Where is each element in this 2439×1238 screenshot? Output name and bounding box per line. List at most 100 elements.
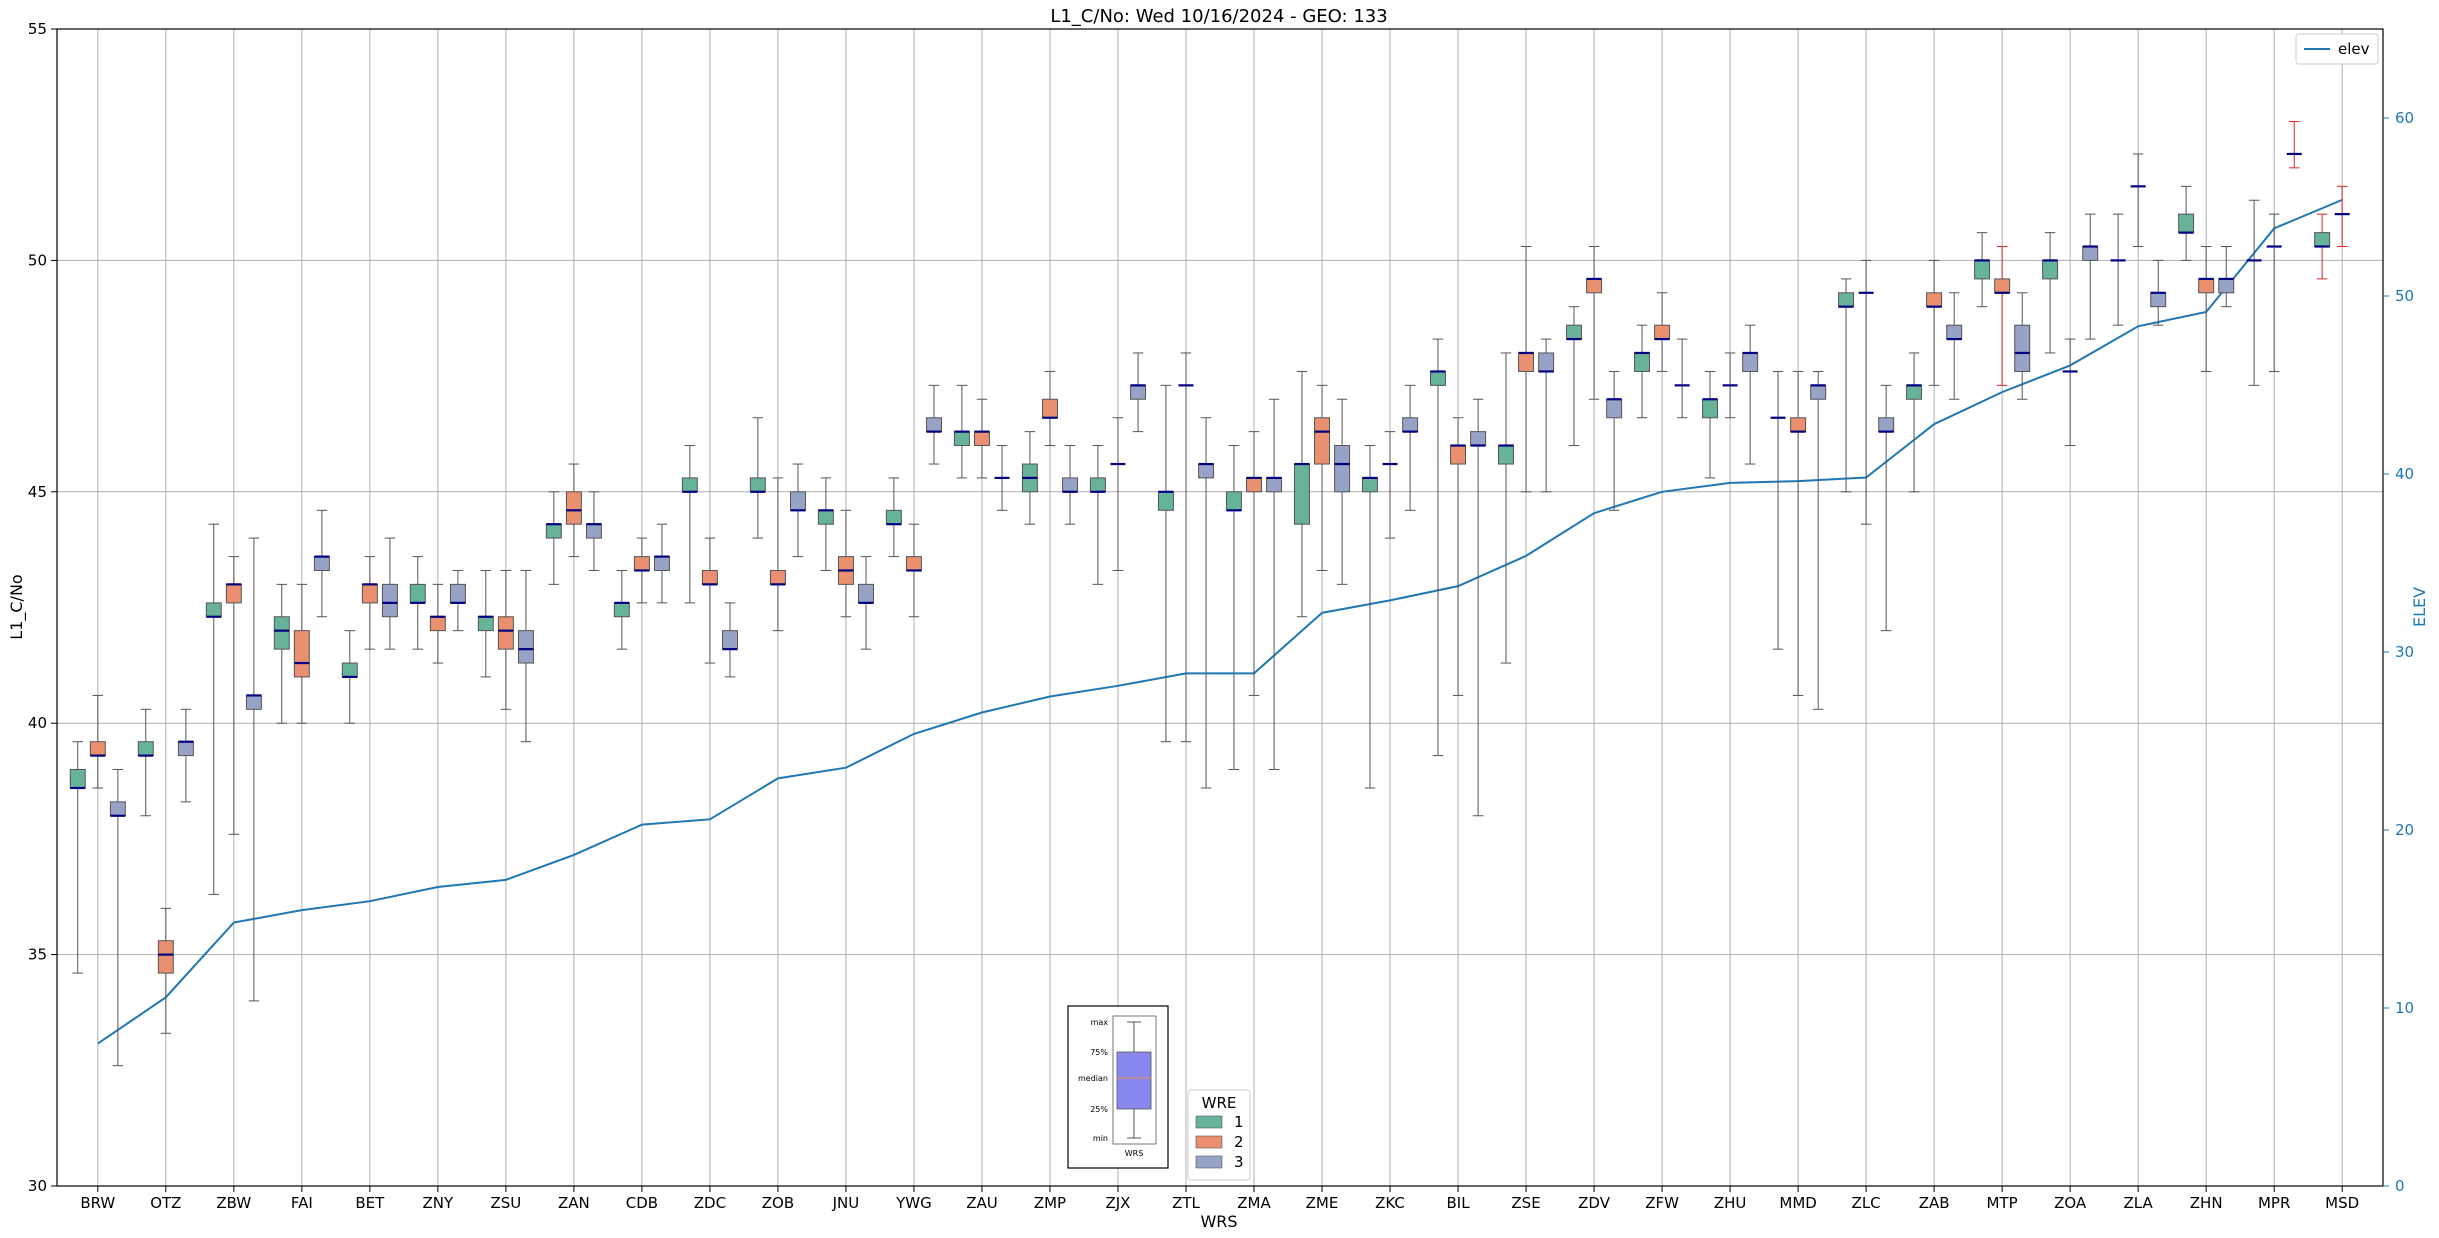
box-zhn-wre1 (2178, 185, 2195, 261)
iqr-box (858, 583, 874, 604)
box-zkc-wre2 (1382, 431, 1398, 539)
iqr-box (973, 431, 990, 447)
iqr-box (1906, 384, 1923, 400)
box-bil-wre2 (1450, 417, 1467, 696)
box-zab-wre2 (1926, 259, 1943, 386)
wre-legend-label: 1 (1234, 1113, 1244, 1131)
elevation-line (97, 198, 2343, 1045)
elev-legend-label: elev (2338, 40, 2370, 58)
box-zsu-wre1 (477, 569, 494, 678)
iqr-box (2314, 232, 2331, 248)
inset-label-q1: 25% (1090, 1105, 1108, 1114)
y-tick-label: 35 (28, 946, 47, 964)
box-mmd-wre3 (1810, 370, 1827, 710)
box-zla-wre1 (2110, 213, 2126, 326)
box-zoa-wre1 (2042, 232, 2059, 354)
inset-label-q3: 75% (1090, 1048, 1108, 1057)
iqr-box (157, 940, 174, 974)
box-zjx-wre1 (1089, 445, 1106, 585)
iqr-box (2014, 324, 2031, 372)
iqr-box (313, 556, 330, 571)
wre-legend: WRE 1 2 3 (1187, 1089, 1251, 1181)
wre-legend-title: WRE (1202, 1094, 1237, 1112)
box-cdb-wre1 (613, 569, 630, 650)
iqr-box (1634, 352, 1650, 372)
box-mmd-wre2 (1790, 370, 1807, 696)
x-tick-label: ZMA (1237, 1194, 1271, 1212)
iqr-box (565, 491, 582, 525)
box-zme-wre1 (1293, 370, 1310, 618)
y-right-tick-label: 40 (2395, 465, 2414, 483)
iqr-box (477, 616, 494, 632)
iqr-box (1198, 463, 1215, 479)
x-tick-label: BIL (1447, 1194, 1471, 1212)
iqr-box (790, 491, 806, 511)
iqr-box (109, 801, 126, 817)
box-zjx-wre2 (1110, 417, 1126, 571)
x-tick-label: ZDV (1578, 1194, 1611, 1212)
x-tick-label: ZHU (1714, 1194, 1747, 1212)
box-bet-wre2 (361, 556, 378, 650)
box-brw-wre2 (89, 694, 106, 789)
iqr-box (381, 583, 398, 618)
elev-legend-frame (2295, 33, 2379, 65)
x-tick-label: CDB (626, 1194, 658, 1212)
iqr-box (545, 523, 562, 539)
box-explainer-inset: max 75% median 25% min WRS (1067, 1005, 1169, 1169)
iqr-box (701, 569, 718, 585)
box-zlc-wre3 (1878, 384, 1895, 632)
iqr-box (585, 523, 602, 539)
iqr-box (1130, 384, 1147, 400)
box-zau-wre1 (953, 384, 970, 479)
box-fai-wre1 (273, 583, 290, 724)
box-zhu-wre2 (1722, 352, 1738, 419)
box-bet-wre3 (381, 537, 398, 650)
box-zan-wre2 (565, 463, 582, 558)
box-zlc-wre1 (1838, 278, 1855, 493)
box-zdc-wre3 (721, 602, 738, 678)
x-tick-label: ZJX (1105, 1194, 1130, 1212)
box-zdv-wre3 (1606, 370, 1623, 511)
box-zhn-wre3 (2218, 246, 2235, 308)
iqr-box (926, 417, 942, 433)
box-zob-wre1 (749, 417, 766, 539)
iqr-box (517, 630, 534, 664)
box-zdv-wre1 (1566, 306, 1582, 447)
box-zau-wre2 (973, 398, 990, 479)
box-ztl-wre1 (1157, 384, 1174, 743)
box-zdc-wre1 (681, 445, 698, 604)
box-bil-wre1 (1429, 338, 1446, 757)
box-zjx-wre3 (1130, 352, 1147, 433)
iqr-box (1314, 417, 1330, 465)
iqr-box (273, 616, 290, 650)
iqr-box (653, 556, 670, 571)
box-layer (69, 121, 2350, 1067)
box-brw-wre1 (69, 741, 86, 974)
iqr-box (449, 583, 466, 604)
iqr-box (1742, 352, 1759, 372)
box-zfw-wre3 (1674, 338, 1690, 419)
x-tick-label: ZAU (966, 1194, 998, 1212)
iqr-box (1470, 431, 1487, 447)
iqr-box (1293, 463, 1310, 525)
iqr-box (341, 662, 358, 678)
box-zma-wre2 (1246, 431, 1262, 696)
box-msd-wre2 (2334, 185, 2350, 248)
box-zkc-wre1 (1361, 445, 1378, 789)
box-zob-wre3 (790, 463, 806, 558)
box-mmd-wre1 (1770, 370, 1786, 650)
inset-label-max: max (1091, 1018, 1109, 1027)
iqr-box (905, 556, 922, 571)
x-tick-label: MTP (1987, 1194, 2018, 1212)
x-tick-label: ZBW (216, 1194, 251, 1212)
box-zhu-wre3 (1742, 324, 1759, 465)
wre-legend-label: 2 (1234, 1133, 1244, 1151)
box-zla-wre3 (2150, 259, 2167, 326)
box-zan-wre3 (585, 491, 602, 571)
box-zan-wre1 (545, 491, 562, 585)
x-tick-label: FAI (291, 1194, 313, 1212)
box-zoa-wre2 (2062, 338, 2078, 447)
iqr-box (953, 431, 970, 447)
x-tick-label: ZLC (1852, 1194, 1881, 1212)
